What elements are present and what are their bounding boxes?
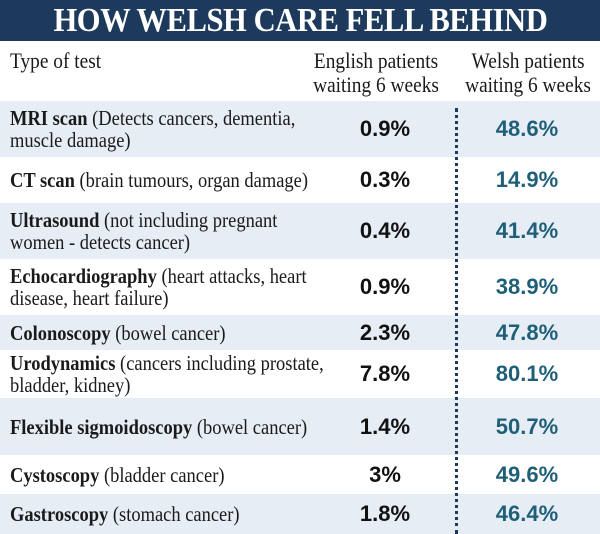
table-row: Gastroscopy (stomach cancer) 1.8% 46.4%	[0, 494, 600, 534]
welsh-value: 50.7%	[495, 413, 559, 439]
test-description: (bowel cancer)	[196, 414, 308, 439]
row-label: Colonoscopy (bowel cancer)	[10, 322, 340, 344]
test-name: Echocardiography	[10, 264, 157, 288]
test-name: Ultrasound	[10, 208, 100, 232]
english-value: 0.3%	[359, 167, 411, 192]
column-divider	[455, 108, 458, 534]
test-name: Flexible sigmoidoscopy	[10, 414, 193, 439]
row-label: Urodynamics (cancers including prostate,…	[10, 352, 340, 396]
row-label: Ultrasound (not including pregnant women…	[10, 209, 340, 253]
row-label-text: Colonoscopy (bowel cancer)	[10, 322, 334, 344]
header-english-patients: English patients waiting 6 weeks	[313, 48, 439, 97]
test-name: Gastroscopy	[10, 502, 109, 526]
test-description: (Detects cancers, dementia, muscle damag…	[10, 106, 296, 152]
row-label-text: Urodynamics (cancers including prostate,…	[10, 352, 334, 396]
test-name: Colonoscopy	[10, 320, 111, 345]
welsh-value: 80.1%	[495, 361, 559, 386]
test-description: (bowel cancer)	[115, 320, 226, 345]
english-value: 0.9%	[359, 274, 411, 299]
row-label: Flexible sigmoidoscopy (bowel cancer)	[10, 416, 340, 438]
test-description: (stomach cancer)	[112, 502, 240, 526]
table-row: Ultrasound (not including pregnant women…	[0, 203, 600, 259]
row-label: Gastroscopy (stomach cancer)	[10, 503, 340, 525]
chart-title: HOW WELSH CARE FELL BEHIND	[53, 1, 547, 39]
row-label-text: Flexible sigmoidoscopy (bowel cancer)	[10, 416, 334, 438]
test-name: Urodynamics	[10, 351, 116, 375]
welsh-value: 41.4%	[495, 218, 559, 243]
table-row: Urodynamics (cancers including prostate,…	[0, 350, 600, 398]
row-label-text: MRI scan (Detects cancers, dementia, mus…	[10, 107, 334, 151]
table-header: Type of test English patients waiting 6 …	[0, 41, 600, 101]
english-value: 3%	[369, 461, 401, 487]
table-row: Cystoscopy (bladder cancer) 3% 49.6%	[0, 455, 600, 494]
english-value: 1.8%	[359, 501, 411, 526]
test-name: CT scan	[10, 168, 75, 192]
welsh-value: 48.6%	[495, 116, 559, 141]
row-label-text: Echocardiography (heart attacks, heart d…	[10, 265, 334, 309]
english-value: 2.3%	[359, 319, 411, 345]
header-type-of-test: Type of test	[10, 48, 102, 73]
english-value: 0.4%	[359, 218, 411, 243]
welsh-value: 49.6%	[495, 461, 559, 487]
test-description: (not including pregnant women - detects …	[10, 208, 278, 254]
row-label: CT scan (brain tumours, organ damage)	[10, 169, 340, 191]
test-description: (brain tumours, organ damage)	[79, 168, 309, 192]
table-row: CT scan (brain tumours, organ damage) 0.3…	[0, 157, 600, 203]
table-body: MRI scan (Detects cancers, dementia, mus…	[0, 101, 600, 534]
row-label: Echocardiography (heart attacks, heart d…	[10, 265, 340, 309]
test-description: (heart attacks, heart disease, heart fai…	[10, 264, 307, 310]
table-row: MRI scan (Detects cancers, dementia, mus…	[0, 101, 600, 157]
header-welsh-patients: Welsh patients waiting 6 weeks	[465, 48, 591, 97]
title-banner: HOW WELSH CARE FELL BEHIND	[0, 0, 600, 41]
test-description: (cancers including prostate, bladder, ki…	[10, 351, 324, 397]
welsh-value: 14.9%	[495, 167, 559, 192]
table-row: Colonoscopy (bowel cancer) 2.3% 47.8%	[0, 315, 600, 350]
row-label-text: Cystoscopy (bladder cancer)	[10, 464, 334, 486]
english-value: 0.9%	[359, 116, 411, 141]
table-row: Flexible sigmoidoscopy (bowel cancer) 1.4…	[0, 398, 600, 455]
welsh-value: 46.4%	[495, 501, 559, 526]
english-value: 1.4%	[359, 413, 411, 439]
row-label-text: CT scan (brain tumours, organ damage)	[10, 169, 334, 191]
test-description: (bladder cancer)	[103, 462, 225, 487]
english-value: 7.8%	[359, 361, 411, 386]
welsh-value: 47.8%	[495, 319, 559, 345]
row-label: MRI scan (Detects cancers, dementia, mus…	[10, 107, 340, 151]
row-label-text: Ultrasound (not including pregnant women…	[10, 209, 334, 253]
test-name: MRI scan	[10, 106, 88, 130]
welsh-value: 38.9%	[495, 274, 559, 299]
table-row: Echocardiography (heart attacks, heart d…	[0, 259, 600, 315]
row-label: Cystoscopy (bladder cancer)	[10, 464, 340, 486]
test-name: Cystoscopy	[10, 462, 100, 487]
row-label-text: Gastroscopy (stomach cancer)	[10, 503, 334, 525]
